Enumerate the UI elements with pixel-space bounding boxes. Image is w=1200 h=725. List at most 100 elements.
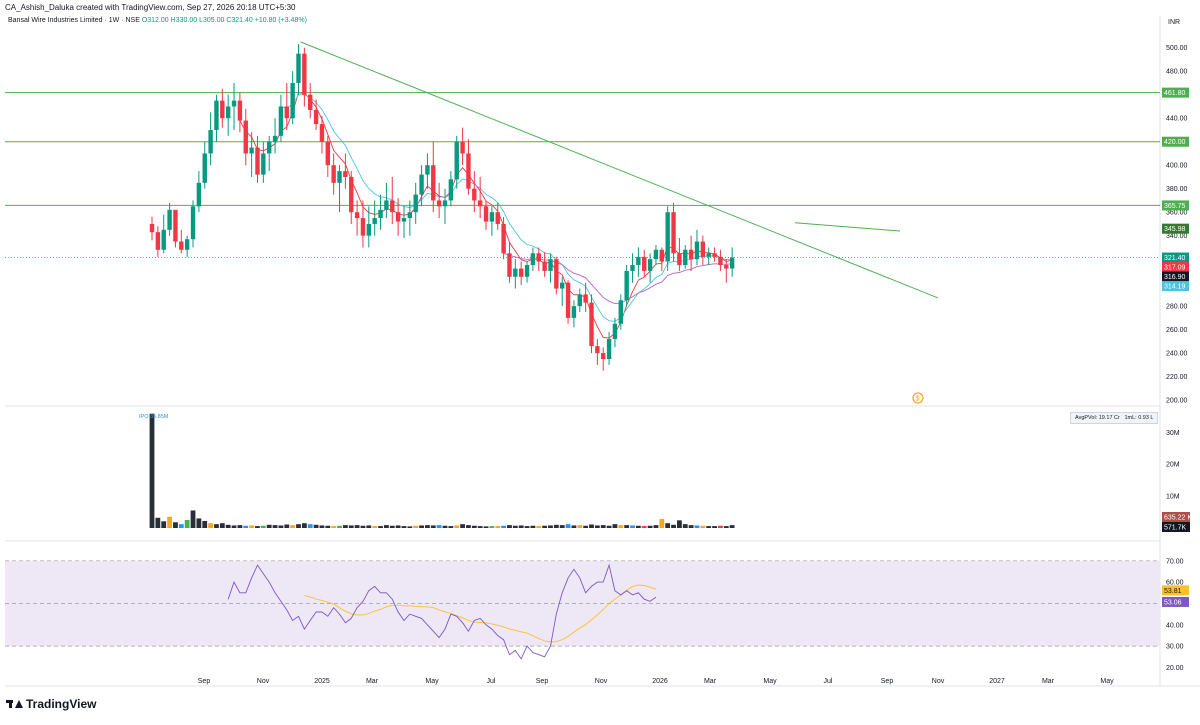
volume-bar xyxy=(436,525,442,528)
volume-bar xyxy=(583,525,589,528)
volume-bar xyxy=(559,525,565,528)
candle-body xyxy=(636,256,641,266)
volume-bar xyxy=(548,525,553,528)
time-tick-label: May xyxy=(425,678,439,685)
candle-body xyxy=(548,259,553,271)
candle-body xyxy=(501,223,506,254)
candle-body xyxy=(442,200,448,207)
volume-bar xyxy=(425,525,430,528)
rsi-tick-label: 60.00 xyxy=(1166,580,1184,587)
candle-body xyxy=(337,171,342,183)
legend-high: H330.00 xyxy=(170,17,198,24)
candle-body xyxy=(642,256,647,271)
volume-bar xyxy=(225,524,231,528)
volume-bar xyxy=(419,525,424,528)
price-tick-label: 380.00 xyxy=(1166,186,1188,193)
candle-body xyxy=(694,241,700,260)
rsi-ma-line xyxy=(304,584,657,643)
candle-body xyxy=(647,259,653,271)
volume-tag-label: 571.7K xyxy=(1164,525,1187,532)
price-tick-label: 440.00 xyxy=(1166,116,1188,123)
brand-name: TradingView xyxy=(26,697,97,711)
candle-body xyxy=(149,223,155,233)
candle-body xyxy=(319,124,325,142)
volume-bar xyxy=(395,525,401,528)
time-tick-label: Nov xyxy=(257,678,270,685)
ipo-label: IPO 35.85M xyxy=(139,414,169,420)
candle-body xyxy=(653,249,659,260)
candle-body xyxy=(425,165,430,175)
volume-bar xyxy=(471,525,477,528)
candle-body xyxy=(255,147,260,175)
candle-body xyxy=(518,268,524,277)
rsi-tag-label: 53.81 xyxy=(1164,588,1182,595)
volume-bar xyxy=(536,526,542,528)
volume-bar xyxy=(635,525,641,528)
volume-bar xyxy=(600,525,606,528)
volume-bar xyxy=(466,525,471,528)
candle-body xyxy=(489,212,495,222)
candle-body xyxy=(155,232,161,250)
time-tick-label: Mar xyxy=(366,678,379,685)
volume-bar xyxy=(565,524,571,528)
price-tick-label: 240.00 xyxy=(1166,351,1188,358)
candle-body xyxy=(395,212,401,222)
price-tick-label: 340.00 xyxy=(1166,233,1188,240)
volume-bar xyxy=(237,525,243,528)
level-tag xyxy=(1162,87,1189,98)
level-tag-label: 420.00 xyxy=(1164,139,1186,146)
rsi-tick-label: 70.00 xyxy=(1166,558,1184,565)
candle-body xyxy=(366,223,372,236)
candle-body xyxy=(272,135,278,142)
volume-bar xyxy=(671,524,676,528)
candle-body xyxy=(630,265,635,271)
candle-body xyxy=(507,253,512,277)
price-tick-label: 220.00 xyxy=(1166,374,1188,381)
time-tick-label: Jul xyxy=(487,678,496,685)
volume-bar xyxy=(219,523,225,528)
level-tag xyxy=(1162,223,1189,234)
volume-bar xyxy=(712,526,717,528)
volume-bar xyxy=(389,525,395,528)
tradingview-logo[interactable]: TradingView xyxy=(6,697,96,711)
symbol-legend[interactable]: Bansal Wire Industries Limited · 1W · NS… xyxy=(8,17,307,24)
volume-bar xyxy=(272,525,278,528)
candle-body xyxy=(436,200,442,207)
volume-tick-label: 20M xyxy=(1166,462,1180,469)
volume-tag-label: 635.22 K xyxy=(1164,515,1192,522)
candle-body xyxy=(360,218,366,236)
candle-body xyxy=(554,259,559,289)
price-tag-label: 317.09 xyxy=(1164,265,1186,272)
time-tick-label: Nov xyxy=(932,678,945,685)
candle-body xyxy=(173,209,178,242)
candle-body xyxy=(577,294,582,307)
price-tick-label: 480.00 xyxy=(1166,69,1188,76)
rsi-tag-label: 53.06 xyxy=(1164,599,1182,606)
candle-body xyxy=(184,239,190,250)
volume-bar xyxy=(553,524,559,528)
candle-body xyxy=(530,253,536,266)
candle-body xyxy=(677,253,682,266)
volume-bar xyxy=(501,525,506,528)
time-tick-label: Mar xyxy=(1042,678,1055,685)
candle-body xyxy=(595,346,600,354)
volume-bar xyxy=(196,518,202,528)
volume-bar xyxy=(477,526,483,528)
legend-open: O312.00 xyxy=(141,17,169,24)
volume-bar xyxy=(694,525,700,528)
candle-body xyxy=(624,270,629,301)
price-tag xyxy=(1162,262,1189,273)
volume-bar xyxy=(630,525,635,528)
candle-body xyxy=(565,282,571,318)
volume-bar xyxy=(700,525,706,528)
candle-body xyxy=(331,165,336,183)
candle-body xyxy=(231,100,237,107)
candle-body xyxy=(372,218,377,224)
volume-bar xyxy=(378,526,383,528)
volume-bar xyxy=(296,524,301,528)
candle-body xyxy=(378,209,383,219)
candle-body xyxy=(290,82,295,119)
volume-tag xyxy=(1162,512,1190,522)
volume-bar xyxy=(530,525,536,528)
